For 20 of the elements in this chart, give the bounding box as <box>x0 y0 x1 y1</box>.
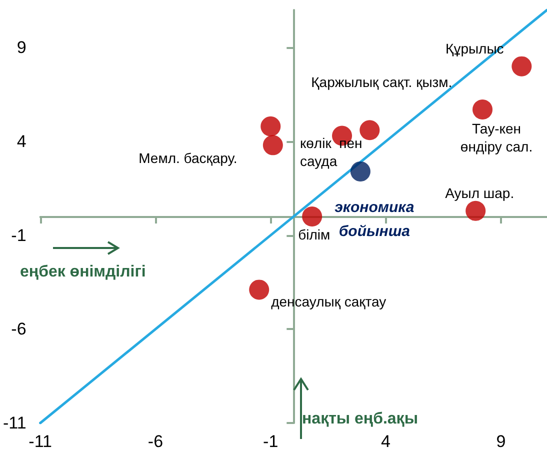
x-tick-label: -1 <box>263 432 278 450</box>
x-tick-label: 4 <box>381 432 391 450</box>
annotation: экономика бойынша <box>334 198 414 240</box>
y-axis-title: нақты еңб.ақы <box>302 410 418 428</box>
annotation: Мемл. басқару. <box>138 150 238 166</box>
y-tick-label: -6 <box>11 320 26 339</box>
x-tick-label: -11 <box>28 432 52 450</box>
x-tick-label: 9 <box>496 432 506 450</box>
y-tick-label: 9 <box>16 38 26 58</box>
y-tick-label: 4 <box>16 132 26 151</box>
annotation: Тау-кен өндіру сал. <box>460 120 533 154</box>
annotation: көлік пен сауда <box>300 134 362 169</box>
annotation: Қаржылық сақт. қызм. <box>311 74 452 90</box>
x-tick-label: -6 <box>148 432 164 450</box>
y-tick-label: -1 <box>11 226 26 245</box>
y-tick-label: -11 <box>2 414 26 432</box>
annotation: Ауыл шар. <box>445 184 514 201</box>
annotation: білім <box>298 226 330 242</box>
x-axis-title: еңбек өнімділігі <box>20 264 146 280</box>
annotation: денсаулық сақтау <box>271 294 386 310</box>
